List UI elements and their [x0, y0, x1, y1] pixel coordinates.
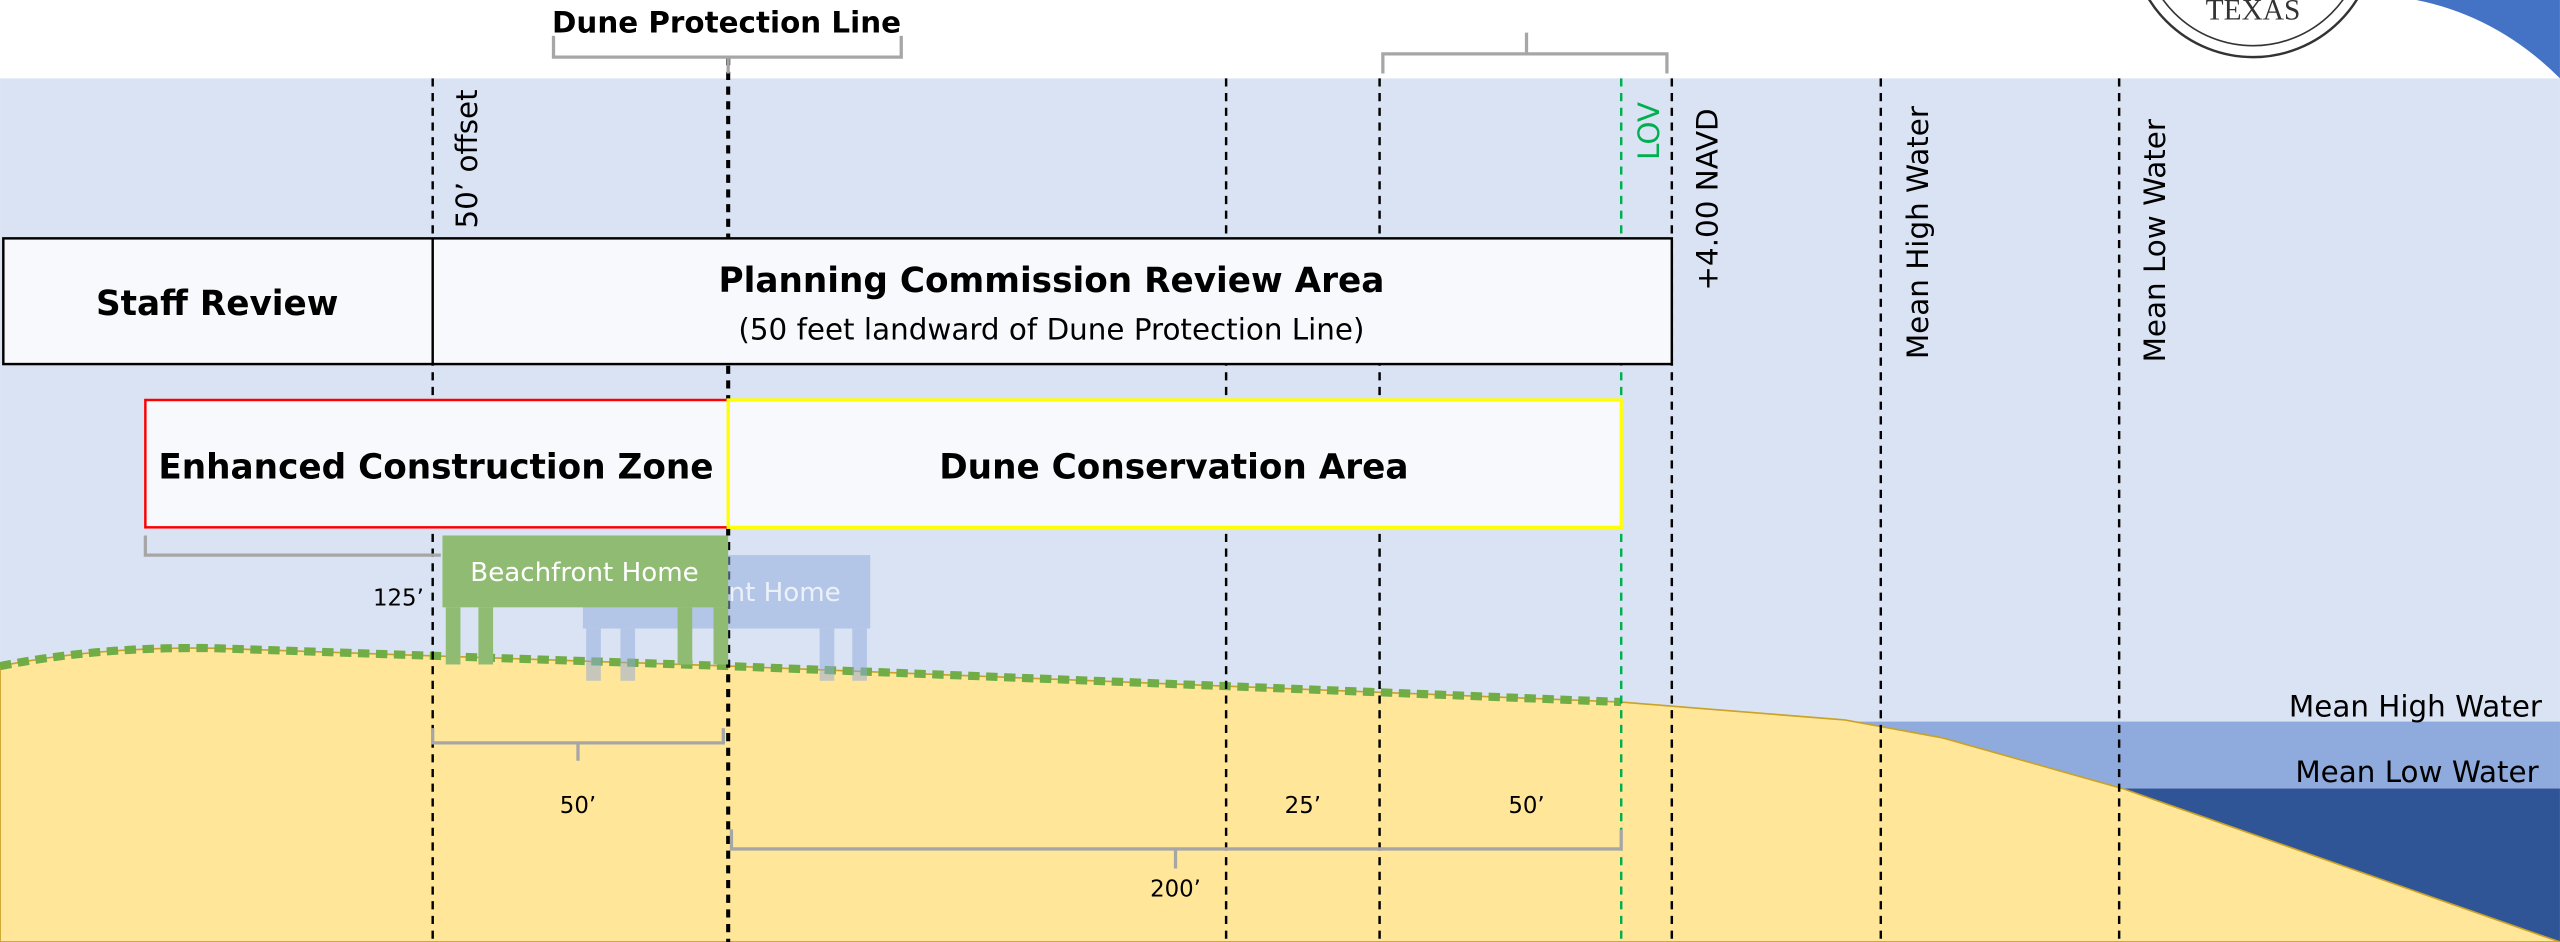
brace-50 — [431, 728, 725, 761]
navd-label: +4.00 NAVD — [1691, 108, 1725, 290]
home-label: Beachfront Home — [470, 558, 698, 588]
enhanced-zone — [144, 398, 730, 529]
dune-vegetation — [0, 643, 1622, 707]
header-band — [0, 0, 2560, 79]
dim-125: 125’ — [373, 586, 424, 612]
enhanced-label: Enhanced Construction Zone — [158, 447, 713, 487]
offset-label: 50’ offset — [450, 89, 484, 228]
planning-subtitle: (50 feet landward of Dune Protection Lin… — [738, 313, 1364, 347]
dim-50-left: 50’ — [560, 793, 596, 819]
logo-swoosh — [2416, 0, 2560, 79]
brace-top-left — [551, 35, 903, 74]
dune-conservation-area — [726, 398, 1623, 529]
logo-seal — [2148, 0, 2359, 59]
mhw-label: Mean High Water — [2289, 690, 2543, 724]
dune-protection-label: Dune Protection Line — [552, 6, 901, 40]
dim-50-right: 50’ — [1508, 793, 1544, 819]
dim-25: 25’ — [1285, 793, 1321, 819]
mhw-vertical-label: Mean High Water — [1901, 105, 1935, 359]
logo-text: TEXAS — [2206, 0, 2301, 27]
brace-enhanced — [143, 535, 441, 557]
mlw-vertical-label: Mean Low Water — [2138, 118, 2172, 362]
dune-conservation-label: Dune Conservation Area — [939, 447, 1408, 487]
brace-200 — [729, 829, 1623, 869]
logo-ring — [2162, 0, 2344, 47]
brace-top-right — [1381, 32, 1669, 74]
home: Beachfront Home — [442, 535, 729, 665]
staff-review: Staff Review — [96, 284, 338, 324]
review-box — [2, 237, 1674, 366]
dim-200: 200’ — [1150, 876, 1201, 902]
lov-label: LOV — [1632, 102, 1666, 160]
planning-title: Planning Commission Review Area — [718, 261, 1384, 301]
mlw-label: Mean Low Water — [2295, 755, 2539, 789]
